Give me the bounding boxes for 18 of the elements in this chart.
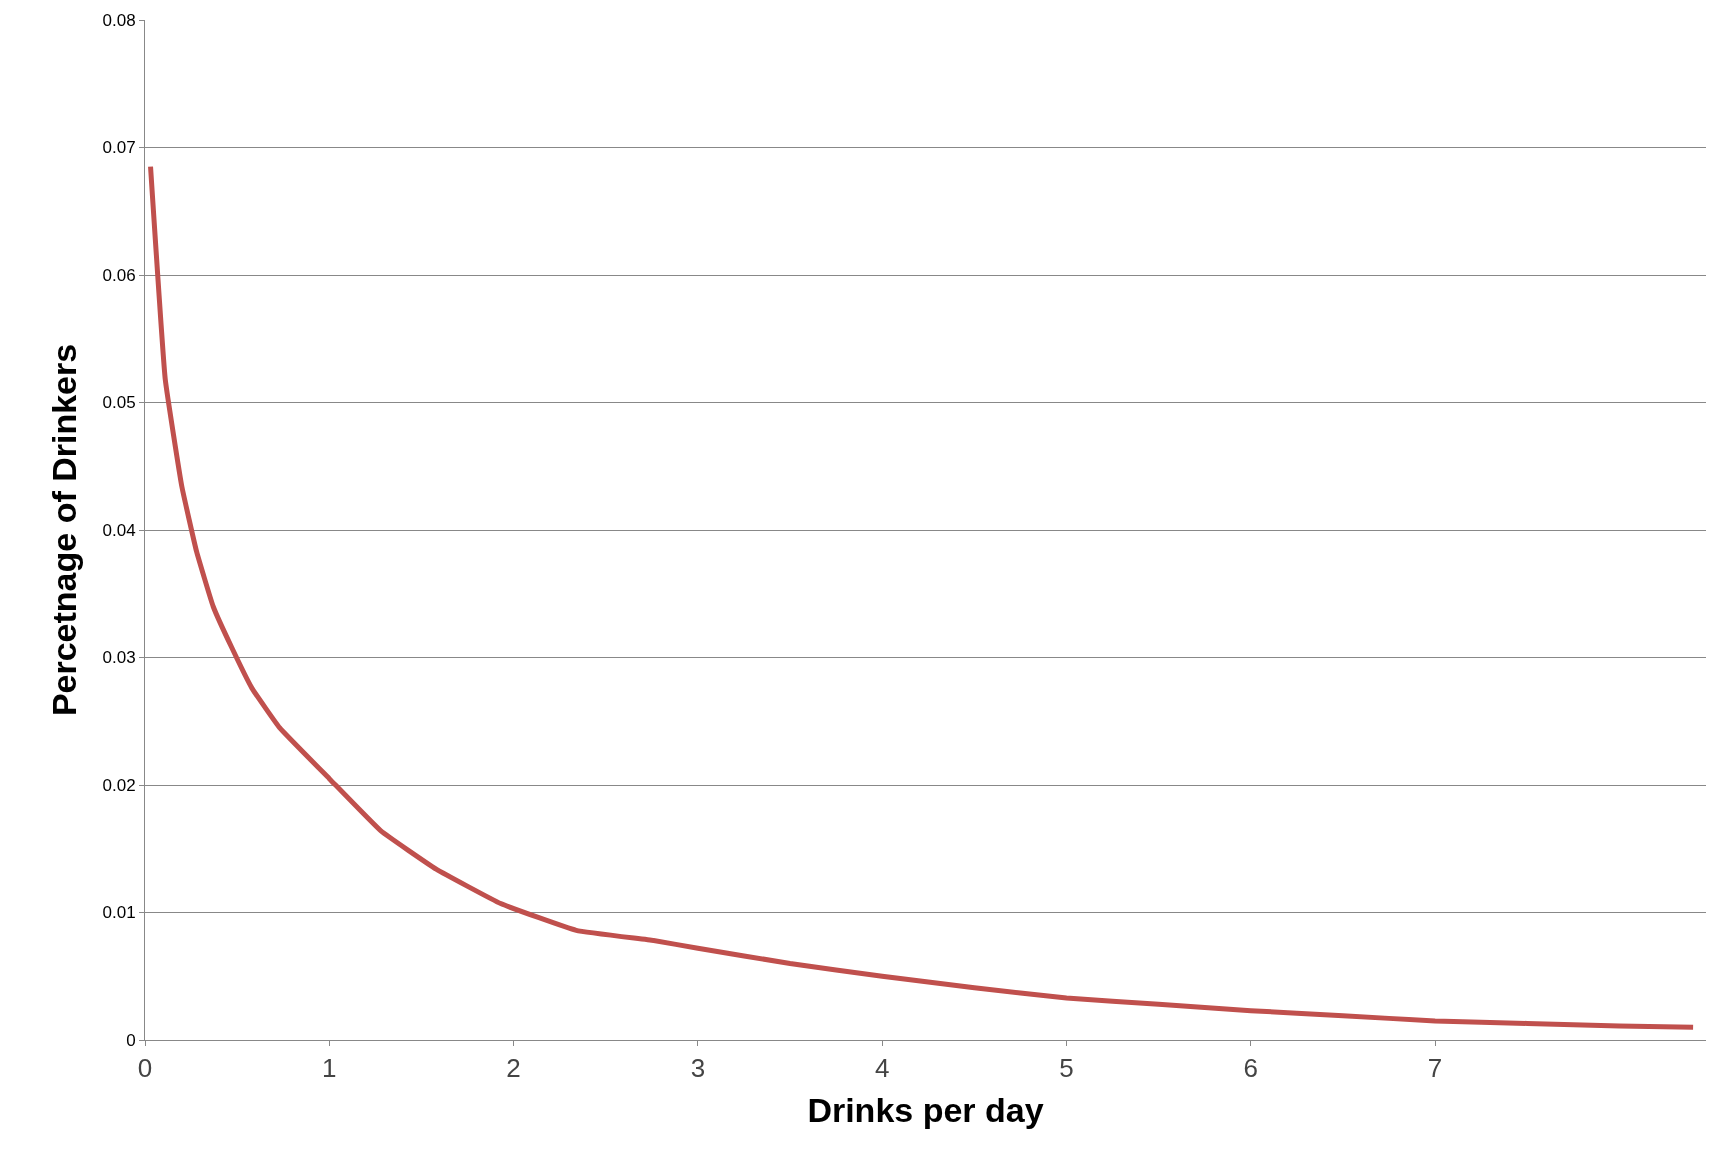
x-axis-title: Drinks per day bbox=[807, 1090, 1044, 1129]
x-tick-label: 7 bbox=[1427, 1053, 1443, 1084]
y-tick-label: 0.06 bbox=[102, 265, 136, 285]
x-tick-label: 6 bbox=[1243, 1053, 1259, 1084]
y-tick-label: 0.01 bbox=[102, 903, 136, 923]
y-tick-label: 0.04 bbox=[102, 520, 136, 540]
y-tick-label: 0.05 bbox=[102, 393, 136, 413]
y-tick-label: 0.07 bbox=[102, 138, 136, 158]
y-tick-label: 0 bbox=[126, 1030, 136, 1050]
y-tick-label: 0.02 bbox=[102, 775, 136, 795]
x-tick-label: 1 bbox=[322, 1053, 337, 1084]
y-tick-label: 0.08 bbox=[102, 10, 136, 30]
x-tick-label: 3 bbox=[690, 1053, 706, 1084]
x-tick-label: 5 bbox=[1059, 1053, 1074, 1084]
x-tick-label: 4 bbox=[874, 1053, 890, 1084]
x-tick-label: 2 bbox=[506, 1053, 521, 1084]
y-axis-title: Percetnage of Drinkers bbox=[45, 343, 84, 717]
y-tick-label: 0.03 bbox=[102, 648, 136, 668]
